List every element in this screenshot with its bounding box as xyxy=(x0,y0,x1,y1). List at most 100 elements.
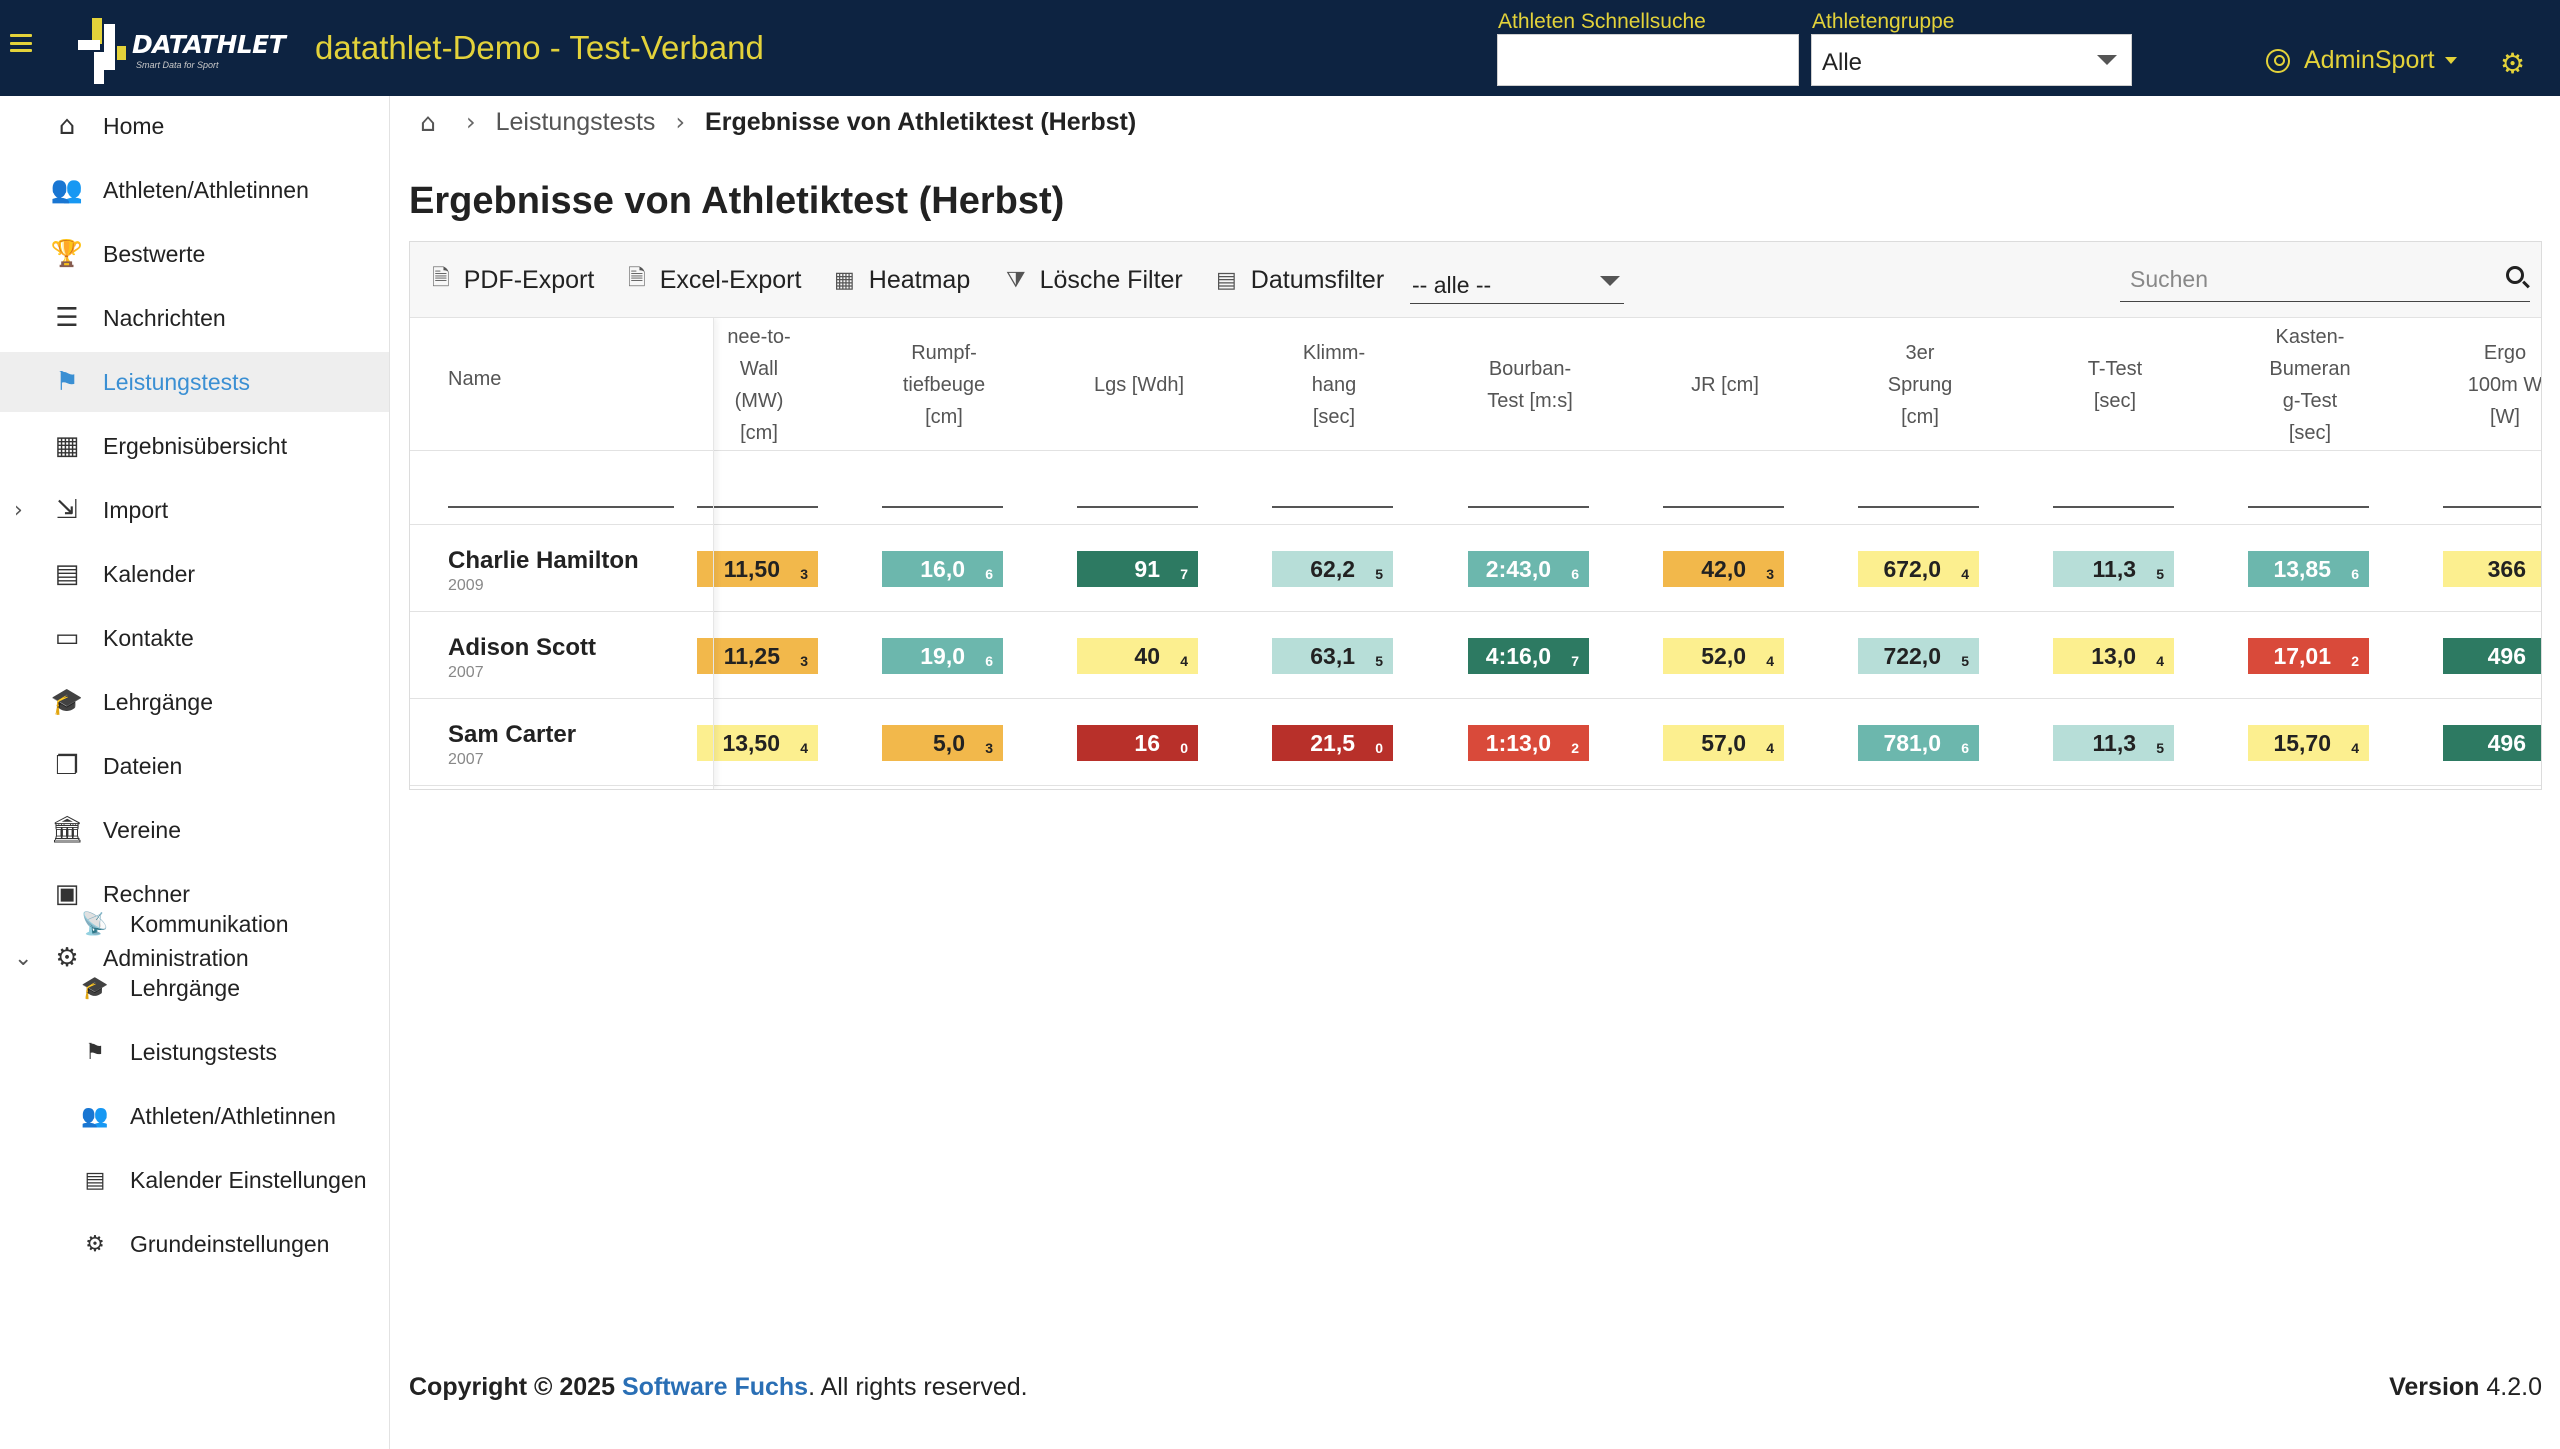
home-icon[interactable]: ⌂ xyxy=(420,107,436,137)
menu-toggle-icon[interactable] xyxy=(10,34,32,52)
result-cell[interactable]: 42,0 3 xyxy=(1663,551,1784,587)
sidebar-item-kontakte[interactable]: ▭ Kontakte xyxy=(0,608,389,668)
column-filter-input[interactable] xyxy=(2053,506,2174,508)
result-cell[interactable]: 57,0 4 xyxy=(1663,725,1784,761)
result-cell[interactable]: 15,70 4 xyxy=(2248,725,2369,761)
chevron-down-icon[interactable]: ⌄ xyxy=(14,945,33,971)
search-icon[interactable] xyxy=(2506,266,2524,284)
column-filter-input[interactable] xyxy=(2443,506,2541,508)
sidebar-item-vereine[interactable]: 🏛 Vereine xyxy=(0,800,389,860)
column-header[interactable]: T-Test [sec] xyxy=(2087,357,2143,412)
admin-item-kommunikation[interactable]: 📡 Kommunikation xyxy=(0,894,389,954)
result-cell[interactable]: 16,0 6 xyxy=(882,551,1003,587)
result-cell[interactable]: 16 0 xyxy=(1077,725,1198,761)
result-cell[interactable]: 1:13,0 2 xyxy=(1468,725,1589,761)
sidebar-item-home[interactable]: ⌂ Home xyxy=(0,96,389,156)
admin-item-kalender-einstellungen[interactable]: ▤ Kalender Einstellungen xyxy=(0,1150,389,1210)
settings-gears-icon[interactable]: ⚙ xyxy=(2500,48,2526,79)
athlete-name[interactable]: Sam Carter xyxy=(448,721,577,748)
chevron-right-icon[interactable]: › xyxy=(14,497,23,523)
column-header[interactable]: Klimm- hang [sec] xyxy=(1302,341,1366,428)
column-filter-input[interactable] xyxy=(1858,506,1979,508)
company-link[interactable]: Software Fuchs xyxy=(621,1373,809,1401)
result-cell[interactable]: 19,0 6 xyxy=(882,638,1003,674)
athlete-group-select[interactable]: Alle xyxy=(1811,34,2132,86)
result-cell[interactable]: 722,0 5 xyxy=(1858,638,1979,674)
result-cell[interactable]: 11,50 3 xyxy=(697,551,818,587)
sidebar-item-administration[interactable]: ⌄ ⚙ Administration xyxy=(0,928,389,988)
sidebar-item-leistungstests[interactable]: ⚑ Leistungstests xyxy=(0,352,389,412)
app-logo[interactable]: DATATHLET Smart Data for Sport xyxy=(74,18,286,84)
result-cell[interactable]: 91 7 xyxy=(1077,551,1198,587)
sidebar-item-bestwerte[interactable]: 🏆 Bestwerte xyxy=(0,224,389,284)
result-score: 5 xyxy=(1961,653,1969,669)
athlete-name[interactable]: Adison Scott xyxy=(448,634,596,661)
column-filter-input[interactable] xyxy=(882,506,1003,508)
result-cell[interactable]: 11,3 5 xyxy=(2053,725,2174,761)
breadcrumb-parent[interactable]: Leistungstests xyxy=(495,107,656,136)
result-cell[interactable]: 5,0 3 xyxy=(882,725,1003,761)
result-cell[interactable]: 4:16,0 7 xyxy=(1468,638,1589,674)
column-header[interactable]: JR [cm] xyxy=(1691,373,1759,396)
clear-filter-button[interactable]: ⧩ Lösche Filter xyxy=(1006,264,1183,296)
table-row[interactable]: Charlie Hamilton 2009 11,50 3 16,0 6 91 7 62,2 5 2… xyxy=(410,525,2541,612)
column-header[interactable]: 3er Sprung [cm] xyxy=(1887,341,1953,428)
column-header[interactable]: Lgs [Wdh] xyxy=(1093,373,1185,396)
column-header[interactable]: Kasten- Bumeran g-Test [sec] xyxy=(2269,325,2351,444)
table-search[interactable]: Suchen xyxy=(2120,254,2530,302)
excel-export-button[interactable]: 🗎 Excel-Export xyxy=(628,264,801,296)
sidebar-item-kalender[interactable]: ▤ Kalender xyxy=(0,544,389,604)
result-cell[interactable]: 13,85 6 xyxy=(2248,551,2369,587)
sidebar-item-nachrichten[interactable]: ☰ Nachrichten xyxy=(0,288,389,348)
column-filter-input[interactable] xyxy=(1272,506,1393,508)
admin-item-grundeinstellungen[interactable]: ⚙ Grundeinstellungen xyxy=(0,1214,389,1274)
sidebar-item-athleten-athletinnen[interactable]: 👥 Athleten/Athletinnen xyxy=(0,160,389,220)
logo-subtext: Smart Data for Sport xyxy=(136,60,219,70)
column-header[interactable]: Bourban- Test [m:s] xyxy=(1487,357,1573,412)
column-filter-input[interactable] xyxy=(2248,506,2369,508)
result-cell[interactable]: 2:43,0 6 xyxy=(1468,551,1589,587)
result-cell[interactable]: 11,25 3 xyxy=(697,638,818,674)
result-cell[interactable]: 62,2 5 xyxy=(1272,551,1393,587)
sidebar-item-ergebnisübersicht[interactable]: ▦ Ergebnisübersicht xyxy=(0,416,389,476)
table-row[interactable]: Sam Carter 2007 13,50 4 5,0 3 16 0 21,5 0 1:13,0 2 5… xyxy=(410,699,2541,786)
column-header[interactable]: Rumpf- tiefbeuge [cm] xyxy=(902,341,986,428)
result-cell[interactable]: 52,0 4 xyxy=(1663,638,1784,674)
result-cell[interactable]: 63,1 5 xyxy=(1272,638,1393,674)
admin-item-athleten-athletinnen[interactable]: 👥 Athleten/Athletinnen xyxy=(0,1086,389,1146)
athlete-name[interactable]: Charlie Hamilton xyxy=(448,547,639,574)
sidebar-item-rechner[interactable]: ▣ Rechner xyxy=(0,864,389,924)
column-filter-input[interactable] xyxy=(1468,506,1589,508)
column-filter-input[interactable] xyxy=(697,506,818,508)
athlete-quicksearch-input[interactable] xyxy=(1497,34,1799,86)
column-header-name[interactable]: Name xyxy=(448,368,502,390)
result-cell[interactable]: 781,0 6 xyxy=(1858,725,1979,761)
result-cell[interactable]: 40 4 xyxy=(1077,638,1198,674)
result-cell[interactable]: 672,0 4 xyxy=(1858,551,1979,587)
admin-item-lehrgänge[interactable]: 🎓 Lehrgänge xyxy=(0,958,389,1018)
admin-item-leistungstests[interactable]: ⚑ Leistungstests xyxy=(0,1022,389,1082)
sidebar-item-import[interactable]: › ⇲ Import xyxy=(0,480,389,540)
sidebar-item-dateien[interactable]: ❐ Dateien xyxy=(0,736,389,796)
result-cell[interactable]: 17,01 2 xyxy=(2248,638,2369,674)
result-cell[interactable]: 3664 xyxy=(2443,551,2541,587)
heatmap-button[interactable]: ▦ Heatmap xyxy=(834,264,970,296)
list-icon: ☰ xyxy=(55,303,79,333)
date-filter-button[interactable]: ▤ Datumsfilter xyxy=(1216,264,1384,296)
table-row[interactable]: Adison Scott 2007 11,25 3 19,0 6 40 4 63,1 5 4:16,… xyxy=(410,612,2541,699)
column-header[interactable]: Ergo 100m W [W] xyxy=(2467,341,2541,428)
result-cell[interactable]: 13,0 4 xyxy=(2053,638,2174,674)
sidebar-item-lehrgänge[interactable]: 🎓 Lehrgänge xyxy=(0,672,389,732)
date-filter-select[interactable]: -- alle -- xyxy=(1410,258,1624,304)
user-menu[interactable]: AdminSport xyxy=(2266,46,2457,75)
result-cell[interactable]: 4967 xyxy=(2443,638,2541,674)
result-cell[interactable]: 11,3 5 xyxy=(2053,551,2174,587)
column-header[interactable]: nee-to- Wall (MW) [cm] xyxy=(727,325,791,444)
result-cell[interactable]: 13,50 4 xyxy=(697,725,818,761)
column-filter-input[interactable] xyxy=(1077,506,1198,508)
result-cell[interactable]: 21,5 0 xyxy=(1272,725,1393,761)
pdf-export-button[interactable]: 🗎 PDF-Export xyxy=(432,264,594,296)
result-cell[interactable]: 4967 xyxy=(2443,725,2541,761)
column-filter-input[interactable] xyxy=(1663,506,1784,508)
name-filter-input[interactable] xyxy=(448,506,674,508)
